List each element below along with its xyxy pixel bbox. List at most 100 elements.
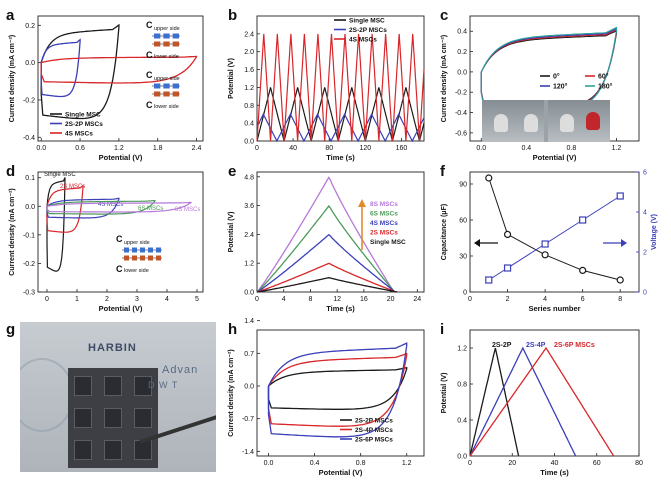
inset-cell — [124, 255, 129, 261]
inset-cell — [163, 33, 170, 39]
plot-frame — [37, 15, 204, 142]
photo-panel-g: HARBIN Advan D W T — [20, 322, 216, 472]
gcd-curve — [256, 262, 396, 293]
x-tick-label: 0 — [468, 460, 472, 467]
x-tick-label: 5 — [195, 296, 199, 303]
inset-cell — [132, 247, 137, 253]
y-axis-label: Current density (mA cm⁻²) — [228, 349, 235, 436]
left-arrow-head — [474, 239, 480, 247]
y-tick-label: 0.0 — [457, 69, 467, 76]
gcd-curve — [256, 204, 395, 293]
photo-device-array — [68, 368, 158, 468]
cv-curve — [46, 177, 66, 272]
series-label: 8S MSCs — [175, 207, 200, 213]
x-tick-label: 80 — [325, 145, 333, 152]
voltage-point — [503, 264, 512, 272]
x-tick-label: 0.0 — [36, 145, 46, 152]
gcd-curve — [469, 347, 520, 457]
inset-c-letter: C — [146, 50, 153, 60]
inset-lower-label: lower side — [124, 268, 149, 274]
photo-device-cell — [104, 440, 122, 460]
y-tick-label: 0.7 — [244, 351, 254, 358]
gcd-curve — [256, 233, 395, 293]
y-tick-label: 90 — [459, 182, 467, 189]
series-label: 2S-2P — [492, 342, 512, 349]
inset-cell — [156, 255, 161, 261]
x-tick-label: 1.2 — [612, 145, 622, 152]
y-tick-label: 0.4 — [244, 121, 254, 128]
panel-h: 0.0 0.4 0.8 1.2 -1.4 -0.7 0.0 0.7 1.4 Potential (… — [228, 318, 425, 477]
legend-label: 2S MSCs — [370, 230, 398, 237]
series-label: Single MSC — [44, 172, 76, 178]
y-tick-label: -0.1 — [23, 232, 35, 239]
legend-label: 4S MSCs — [349, 37, 377, 44]
series-label: 2S-4P — [526, 342, 546, 349]
x-tick-label: 1 — [75, 296, 79, 303]
photo-device-cell — [134, 376, 152, 396]
inset-cell — [154, 33, 161, 39]
y-tick-label: 0.0 — [457, 454, 467, 461]
inset-c-letter: C — [116, 234, 123, 244]
panel-i: 0 20 40 60 80 0.0 0.4 0.8 1.2 Time (s) Potential (… — [440, 321, 643, 477]
x-axis-label: Potential (V) — [533, 153, 577, 162]
y-tick-label: 2.0 — [244, 49, 254, 56]
panel-a: 0.0 0.6 1.2 1.8 2.4 -0.4 -0.2 0.0 0.2 Potential (… — [6, 7, 204, 162]
y2-axis-label: Voltage (V) — [651, 214, 658, 250]
inset-c-letter: C — [146, 100, 153, 110]
gcd-curve — [256, 33, 425, 142]
y-axis-label: Current density (mA cm⁻²) — [441, 35, 448, 122]
plot-frame — [469, 171, 640, 293]
x-tick-label: 40 — [289, 145, 297, 152]
photo-text-harbin: HARBIN — [88, 342, 137, 354]
legend-label: Single MSC — [65, 112, 101, 119]
x-tick-label: 20 — [508, 460, 516, 467]
gcd-curve — [256, 176, 395, 293]
y-tick-label: -0.3 — [23, 290, 35, 297]
inset-cell — [172, 41, 179, 47]
x-tick-label: 24 — [413, 296, 421, 303]
panel-b: 0 40 80 120 160 0.0 0.4 0.8 1.2 1.6 2.0 2.4 Time (s)… — [228, 7, 425, 162]
y-tick-label: -0.2 — [23, 261, 35, 268]
x-tick-label: 3 — [135, 296, 139, 303]
panel-letter-i: i — [440, 321, 444, 338]
photo-logo-mark — [20, 358, 74, 432]
x-axis-label: Potential (V) — [99, 304, 143, 313]
legend-label: 4S MSCs — [65, 131, 93, 138]
panel-letter-g: g — [6, 321, 15, 338]
inset-c-letter: C — [146, 70, 153, 80]
y-tick-label: -0.6 — [455, 130, 467, 137]
panel-d: 0 1 2 3 4 5 -0.3 -0.2 -0.1 0.0 0.1 Potential (V) Cur… — [6, 163, 204, 313]
photo-device-cell — [104, 408, 122, 428]
capacitance-point — [579, 266, 587, 274]
y-tick-label: 60 — [459, 218, 467, 225]
y-tick-label: -0.4 — [23, 135, 35, 142]
cv-curve — [480, 26, 618, 111]
plot-frame — [37, 171, 204, 293]
y-tick-label: 2.4 — [244, 31, 254, 38]
cv-curve — [46, 184, 84, 233]
cv-curve — [267, 342, 408, 438]
capacitance-point — [485, 174, 493, 182]
inset-lower-label: lower side — [154, 54, 179, 60]
series-label: 4S MSCs — [98, 202, 123, 208]
panel-letter-c: c — [440, 7, 448, 24]
panel-letter-a: a — [6, 7, 15, 24]
y-tick-label: 3.6 — [244, 203, 254, 210]
panel-letter-f: f — [440, 163, 446, 180]
cv-curve — [40, 38, 81, 98]
x-tick-label: 2 — [105, 296, 109, 303]
y-tick-label: 0.0 — [244, 384, 254, 391]
photo-inset-bending — [482, 100, 610, 142]
y-axis-label: Capacitance (μF) — [441, 204, 448, 260]
y-tick-label: 1.2 — [244, 85, 254, 92]
photo-inset-clip — [524, 114, 538, 132]
y-tick-label: 0.4 — [457, 29, 467, 36]
inset-cell — [132, 255, 137, 261]
y-tick-label: -0.4 — [455, 110, 467, 117]
y2-tick-label: 4 — [643, 210, 647, 217]
cv-curve — [46, 201, 192, 213]
inset-cell — [154, 41, 161, 47]
inset-cell — [140, 255, 145, 261]
legend-label: 2S-2P MSCs — [349, 27, 387, 34]
x-tick-label: 8 — [308, 296, 312, 303]
